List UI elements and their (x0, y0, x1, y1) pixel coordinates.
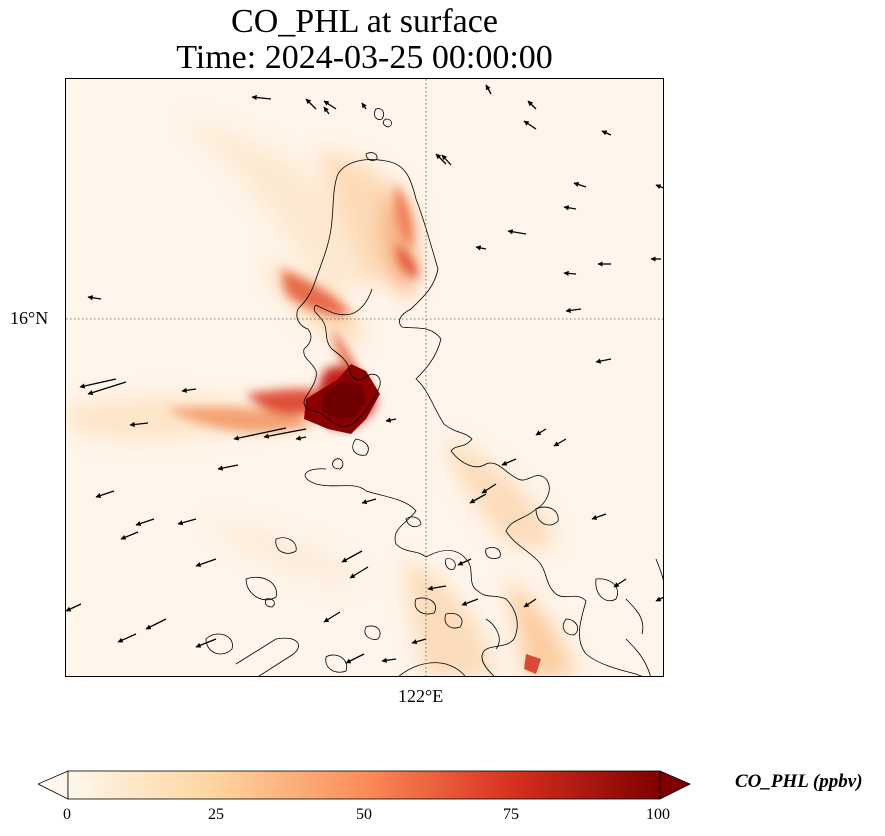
colorbar-label: CO_PHL (ppbv) (735, 771, 863, 792)
lon-tick-label: 122°E (398, 686, 444, 706)
figure-title: CO_PHL at surface Time: 2024-03-25 00:00… (65, 4, 664, 76)
colorbar (37, 770, 693, 805)
lat-tick-label: 16°N (10, 308, 49, 328)
concentration-field (66, 119, 576, 676)
map-panel (65, 78, 664, 677)
colorbar-bar (37, 770, 691, 800)
colorbar-tick-100: 100 (646, 806, 670, 823)
colorbar-tick-25: 25 (208, 806, 224, 823)
title-line-1: CO_PHL at surface (231, 3, 498, 40)
colorbar-max-extend (659, 770, 691, 800)
colorbar-min-extend (37, 770, 69, 800)
title-line-2: Time: 2024-03-25 00:00:00 (176, 39, 553, 76)
colorbar-tick-0: 0 (63, 806, 71, 823)
colorbar-tick-75: 75 (503, 806, 519, 823)
colorbar-tick-50: 50 (356, 806, 372, 823)
coastlines (205, 108, 663, 676)
wind-vectors (66, 84, 663, 664)
colorbar-gradient (67, 770, 661, 800)
map-canvas (66, 79, 663, 676)
